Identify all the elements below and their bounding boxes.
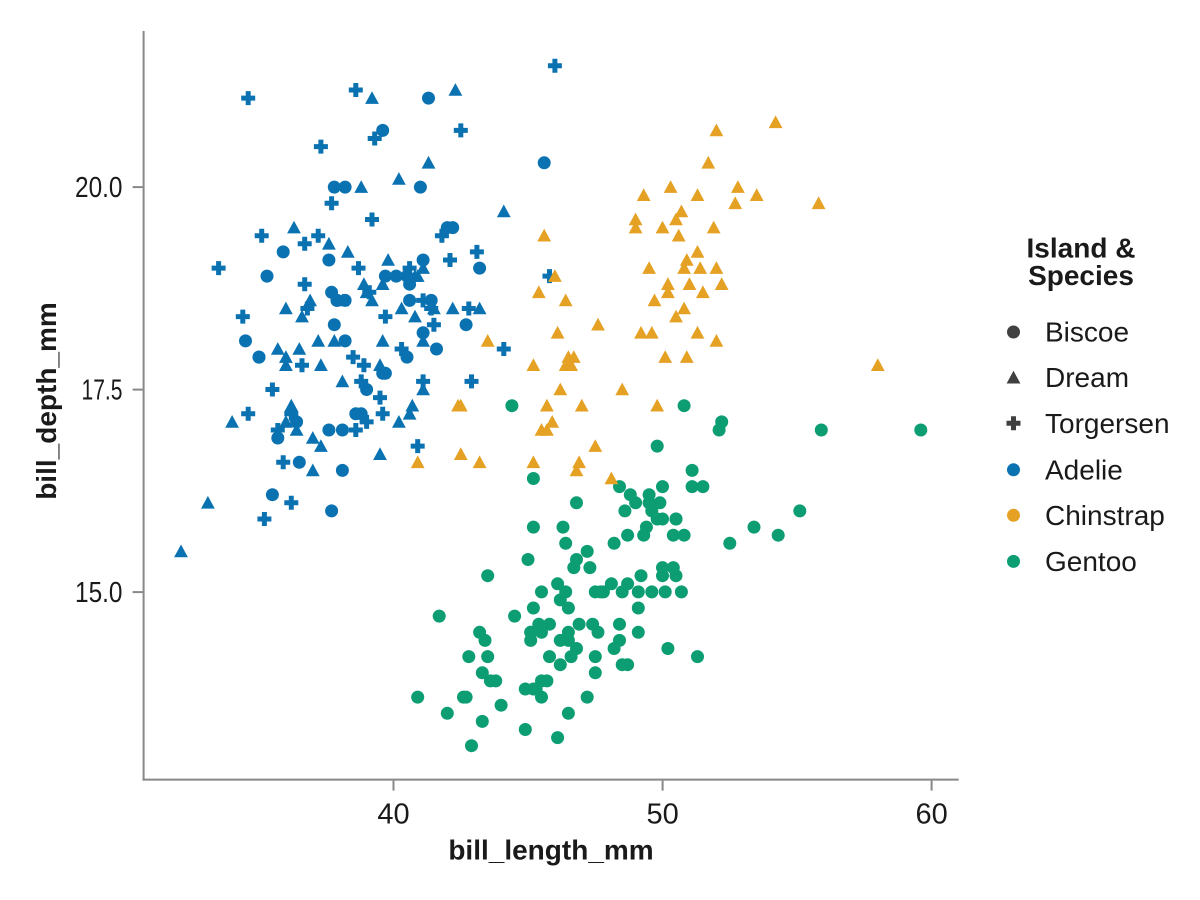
svg-text:40: 40 — [377, 799, 409, 831]
svg-text:15.0: 15.0 — [75, 577, 123, 609]
svg-text:50: 50 — [646, 799, 678, 831]
svg-text:Adelie: Adelie — [1045, 454, 1123, 485]
svg-text:Island &: Island & — [1027, 233, 1136, 264]
svg-text:60: 60 — [915, 799, 947, 831]
svg-text:20.0: 20.0 — [75, 172, 123, 204]
svg-text:Biscoe: Biscoe — [1045, 317, 1129, 348]
svg-text:17.5: 17.5 — [82, 375, 123, 407]
svg-text:bill_depth_mm: bill_depth_mm — [31, 302, 62, 500]
svg-text:Torgersen: Torgersen — [1045, 408, 1170, 439]
svg-text:Chinstrap: Chinstrap — [1045, 500, 1165, 531]
svg-text:Species: Species — [1028, 260, 1134, 291]
svg-text:Dream: Dream — [1045, 362, 1129, 393]
svg-text:bill_length_mm: bill_length_mm — [448, 835, 653, 866]
svg-text:Gentoo: Gentoo — [1045, 546, 1137, 577]
